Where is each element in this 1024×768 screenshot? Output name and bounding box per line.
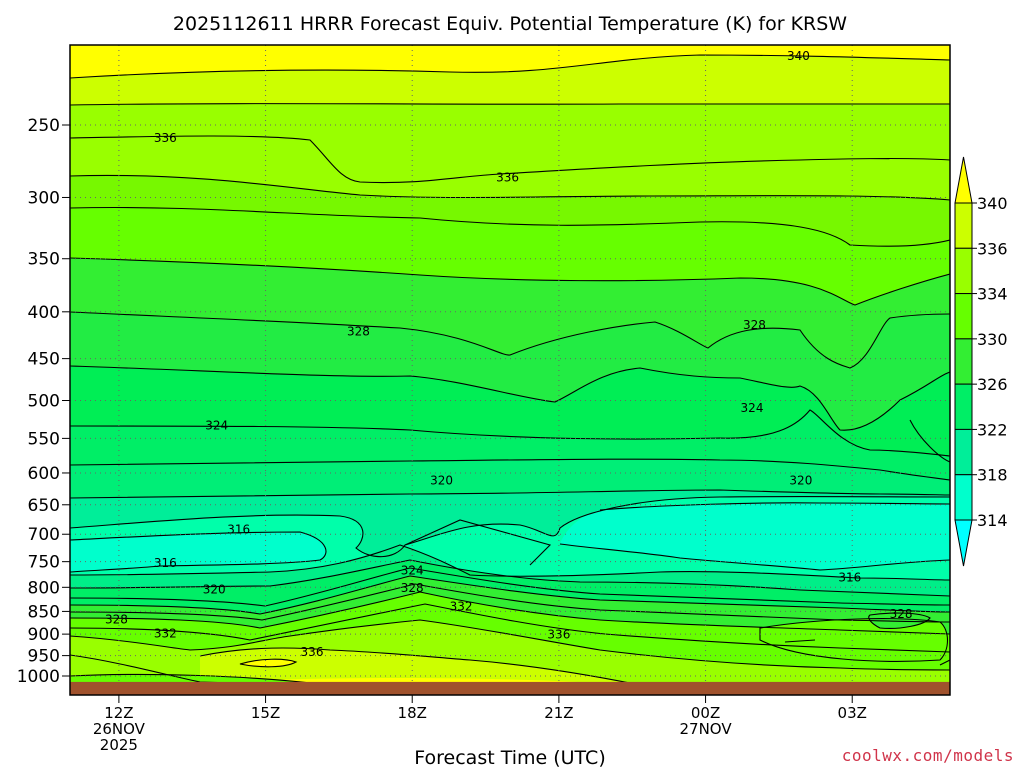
contour-lines bbox=[70, 54, 950, 686]
contour-label: 324 bbox=[741, 401, 764, 415]
contour-label-text: 336 bbox=[496, 171, 519, 185]
band-ground-green bbox=[70, 674, 320, 684]
contour-label: 324 bbox=[401, 564, 424, 578]
contour-label-text: 332 bbox=[154, 626, 177, 640]
grid bbox=[70, 45, 950, 695]
contour-label: 340 bbox=[787, 49, 810, 63]
colorbar-swatch bbox=[954, 428, 973, 476]
contour-label-text: 320 bbox=[203, 582, 226, 596]
contour-label-text: 328 bbox=[347, 325, 370, 339]
contour-label: 320 bbox=[203, 582, 226, 596]
colorbar-label: 314 bbox=[977, 511, 1008, 530]
colorbar-label: 340 bbox=[977, 194, 1008, 213]
contour-label-text: 324 bbox=[741, 401, 764, 415]
colorbar-label: 322 bbox=[977, 420, 1008, 439]
colorbar-label: 334 bbox=[977, 285, 1008, 304]
colorbar-label: 318 bbox=[977, 466, 1008, 485]
contour-label-text: 320 bbox=[789, 474, 812, 488]
x-tick-label: 03Z bbox=[838, 704, 867, 722]
contour-label-text: 316 bbox=[838, 571, 861, 585]
colorbar-swatch bbox=[954, 202, 973, 249]
colorbar-label: 330 bbox=[977, 330, 1008, 349]
colorbar: 340 336 334 330 326 322 318 314 bbox=[954, 156, 1008, 567]
contour-label-text: 336 bbox=[547, 628, 570, 642]
contour-label: 320 bbox=[789, 474, 812, 488]
contour-labels: 340 336 336 328 328 324 324 320 320 316 316 316 320 3… bbox=[105, 49, 913, 659]
y-tick-label: 750 bbox=[28, 553, 60, 573]
ground-strip bbox=[70, 681, 950, 695]
contour-label-text: 316 bbox=[227, 523, 250, 537]
contour-label: 316 bbox=[227, 523, 250, 537]
chart-title: 2025112611 HRRR Forecast Equiv. Potentia… bbox=[173, 13, 847, 35]
contour-label: 332 bbox=[450, 599, 473, 613]
colorbar-label: 336 bbox=[977, 239, 1008, 258]
y-tick-label: 700 bbox=[28, 525, 60, 545]
plot-area: 340 336 336 328 328 324 324 320 320 316 316 316 320 3… bbox=[70, 45, 950, 695]
y-tick-label: 1000 bbox=[17, 667, 60, 687]
y-tick-label: 250 bbox=[28, 116, 60, 136]
contour-label-text: 328 bbox=[743, 318, 766, 332]
y-tick-label: 500 bbox=[28, 392, 60, 412]
contour-label: 328 bbox=[105, 612, 128, 626]
y-tick-label: 450 bbox=[28, 350, 60, 370]
x-axis-label: Forecast Time (UTC) bbox=[414, 747, 605, 768]
contour-label-text: 328 bbox=[890, 607, 913, 621]
x-tick-label: 00Z bbox=[691, 704, 720, 722]
colorbar-top-arrow bbox=[954, 156, 973, 204]
x-tick-label: 18Z bbox=[398, 704, 427, 722]
contour-label: 336 bbox=[301, 645, 324, 659]
y-tick-label: 350 bbox=[28, 250, 60, 270]
contour-label-text: 336 bbox=[301, 645, 324, 659]
y-tick-label: 650 bbox=[28, 496, 60, 516]
y-axis: 250 300 350 400 450 500 550 600 650 700 750 800 850 9… bbox=[17, 116, 70, 687]
contour-label-text: 316 bbox=[154, 556, 177, 570]
contour-label-text: 324 bbox=[205, 419, 228, 433]
x-tick-label: 15Z bbox=[251, 704, 280, 722]
contour-label: 316 bbox=[154, 556, 177, 570]
contour-label: 324 bbox=[205, 419, 228, 433]
contour-label-text: 340 bbox=[787, 49, 810, 63]
contour-label: 320 bbox=[430, 474, 453, 488]
contour-label: 328 bbox=[743, 318, 766, 332]
contour-label-text: 332 bbox=[450, 599, 473, 613]
x-tick-label: 26NOV bbox=[93, 720, 146, 738]
colorbar-bottom-arrow bbox=[954, 519, 973, 567]
contour-label: 336 bbox=[547, 628, 570, 642]
y-tick-label: 850 bbox=[28, 602, 60, 622]
contour-label-text: 336 bbox=[154, 131, 177, 145]
colorbar-swatch bbox=[954, 338, 973, 385]
contour-label: 328 bbox=[890, 607, 913, 621]
y-tick-label: 800 bbox=[28, 578, 60, 598]
x-tick-label: 21Z bbox=[544, 704, 573, 722]
contour-label: 332 bbox=[154, 626, 177, 640]
y-tick-label: 550 bbox=[28, 429, 60, 449]
colorbar-label: 326 bbox=[977, 375, 1008, 394]
colorbar-swatch bbox=[954, 474, 973, 521]
plot-frame bbox=[69, 44, 951, 696]
contour-label: 336 bbox=[496, 171, 519, 185]
colorbar-swatch bbox=[954, 247, 973, 295]
y-tick-label: 950 bbox=[28, 647, 60, 667]
x-tick-label: 2025 bbox=[100, 736, 138, 754]
y-tick-label: 400 bbox=[28, 303, 60, 323]
band-314 bbox=[70, 502, 950, 572]
y-tick-label: 600 bbox=[28, 464, 60, 484]
y-tick-label: 300 bbox=[28, 188, 60, 208]
colorbar-swatch bbox=[954, 293, 973, 340]
contour-label: 336 bbox=[154, 131, 177, 145]
colorbar-swatch bbox=[954, 383, 973, 430]
contour-label-text: 324 bbox=[401, 564, 424, 578]
contour-label-text: 328 bbox=[105, 612, 128, 626]
contour-label-text: 320 bbox=[430, 474, 453, 488]
x-tick-label: 12Z bbox=[104, 704, 133, 722]
contour-label: 328 bbox=[347, 325, 370, 339]
y-tick-label: 900 bbox=[28, 625, 60, 645]
contour-label-text: 328 bbox=[401, 581, 424, 595]
contour-label: 328 bbox=[401, 581, 424, 595]
credit-text: coolwx.com/models bbox=[842, 746, 1014, 765]
x-tick-label: 27NOV bbox=[679, 720, 732, 738]
contour-label: 316 bbox=[838, 571, 861, 585]
